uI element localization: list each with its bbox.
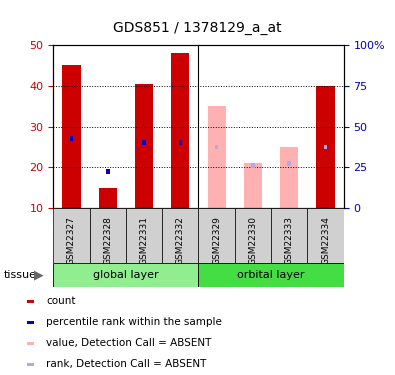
Text: GSM22331: GSM22331	[139, 216, 149, 265]
Text: GSM22328: GSM22328	[103, 216, 112, 265]
Bar	[90, 208, 126, 262]
Bar	[199, 262, 344, 287]
Text: GSM22333: GSM22333	[285, 216, 294, 265]
Bar	[324, 144, 327, 149]
Text: GSM22329: GSM22329	[212, 216, 221, 265]
Bar	[324, 144, 327, 149]
Bar	[199, 208, 235, 262]
Bar	[27, 363, 34, 366]
Bar	[307, 208, 344, 262]
Bar	[288, 161, 291, 166]
Bar	[53, 208, 90, 262]
Text: orbital layer: orbital layer	[237, 270, 305, 280]
Bar	[179, 140, 182, 146]
Bar	[70, 136, 73, 141]
Text: percentile rank within the sample: percentile rank within the sample	[46, 317, 222, 327]
Bar	[280, 147, 298, 208]
Text: GSM22332: GSM22332	[176, 216, 185, 265]
Text: GSM22334: GSM22334	[321, 216, 330, 265]
Text: GSM22330: GSM22330	[248, 216, 258, 265]
Bar	[27, 300, 34, 303]
Bar	[235, 208, 271, 262]
Text: tissue: tissue	[4, 270, 37, 280]
Text: GSM22327: GSM22327	[67, 216, 76, 265]
Text: global layer: global layer	[93, 270, 159, 280]
Bar	[142, 140, 146, 146]
Bar	[53, 262, 199, 287]
Bar	[316, 86, 335, 208]
Bar	[27, 342, 34, 345]
Text: GDS851 / 1378129_a_at: GDS851 / 1378129_a_at	[113, 21, 282, 34]
Bar	[135, 84, 153, 208]
Text: rank, Detection Call = ABSENT: rank, Detection Call = ABSENT	[46, 360, 207, 369]
Bar	[126, 208, 162, 262]
Bar	[106, 169, 109, 174]
Text: ▶: ▶	[34, 268, 43, 281]
Bar	[251, 163, 255, 168]
Bar	[62, 65, 81, 208]
Bar	[244, 163, 262, 208]
Bar	[99, 188, 117, 208]
Bar	[215, 144, 218, 149]
Text: count: count	[46, 296, 75, 306]
Bar	[27, 321, 34, 324]
Bar	[171, 53, 190, 208]
Text: value, Detection Call = ABSENT: value, Detection Call = ABSENT	[46, 338, 211, 348]
Bar	[207, 106, 226, 208]
Bar	[271, 208, 307, 262]
Bar	[162, 208, 199, 262]
